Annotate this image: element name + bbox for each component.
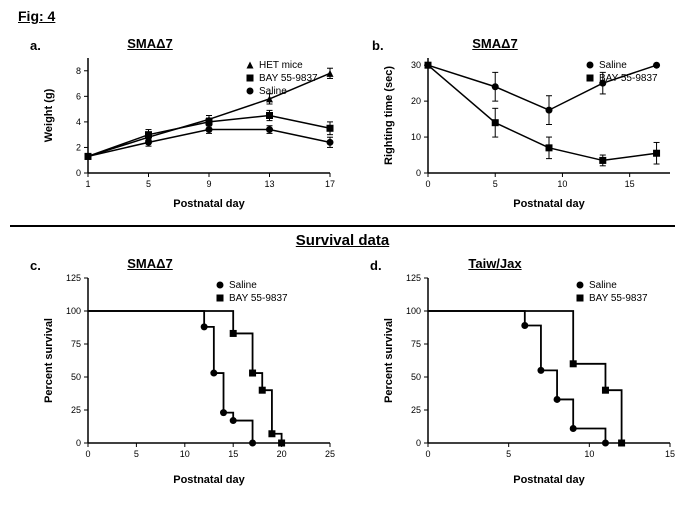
panel-d-title: Taiw/Jax [455, 256, 535, 271]
svg-text:30: 30 [411, 60, 421, 70]
svg-text:Weight (g): Weight (g) [43, 88, 55, 142]
svg-text:Percent survival: Percent survival [383, 318, 395, 403]
svg-text:0: 0 [76, 438, 81, 448]
svg-text:100: 100 [66, 306, 81, 316]
svg-text:75: 75 [411, 339, 421, 349]
svg-text:10: 10 [411, 132, 421, 142]
svg-text:8: 8 [76, 66, 81, 76]
svg-text:BAY 55-9837: BAY 55-9837 [599, 73, 658, 84]
svg-text:Postnatal day: Postnatal day [513, 474, 585, 486]
svg-text:0: 0 [416, 438, 421, 448]
svg-text:Righting time (sec): Righting time (sec) [383, 66, 395, 165]
svg-text:10: 10 [584, 449, 594, 459]
svg-text:75: 75 [71, 339, 81, 349]
divider [10, 225, 675, 227]
svg-text:25: 25 [325, 449, 335, 459]
chart-b: 0 5 10 15 0 10 20 30 Postnatal day Righting time … [380, 50, 680, 215]
svg-text:0: 0 [85, 449, 90, 459]
svg-text:0: 0 [416, 168, 421, 178]
panel-c-title: SMAΔ7 [110, 256, 190, 271]
svg-text:5: 5 [493, 179, 498, 189]
svg-text:0: 0 [425, 449, 430, 459]
svg-text:15: 15 [228, 449, 238, 459]
svg-text:1: 1 [85, 179, 90, 189]
chart-a: 1 5 9 13 17 0 2 4 6 8 Postnatal day Weight (g) HET m… [40, 50, 340, 215]
chart-d: 0 5 10 15 0 25 50 75 100 125 Postnatal day Percent … [380, 270, 680, 495]
svg-text:Postnatal day: Postnatal day [173, 474, 245, 486]
chart-c: 0 5 10 15 20 25 0 25 50 75 100 125 Postnatal day Perc… [40, 270, 340, 495]
svg-text:10: 10 [180, 449, 190, 459]
svg-text:20: 20 [277, 449, 287, 459]
svg-text:25: 25 [71, 405, 81, 415]
svg-text:5: 5 [506, 449, 511, 459]
svg-text:2: 2 [76, 142, 81, 152]
svg-text:Saline: Saline [229, 280, 257, 291]
panel-a-title: SMAΔ7 [110, 36, 190, 51]
svg-text:Saline: Saline [259, 86, 287, 97]
svg-text:0: 0 [76, 168, 81, 178]
svg-text:25: 25 [411, 405, 421, 415]
svg-text:15: 15 [625, 179, 635, 189]
figure-label: Fig: 4 [18, 8, 55, 24]
svg-text:0: 0 [425, 179, 430, 189]
svg-text:HET mice: HET mice [259, 60, 303, 71]
svg-text:100: 100 [406, 306, 421, 316]
svg-text:Percent survival: Percent survival [43, 318, 55, 403]
svg-text:4: 4 [76, 117, 81, 127]
svg-text:17: 17 [325, 179, 335, 189]
panel-b-title: SMAΔ7 [455, 36, 535, 51]
svg-text:15: 15 [665, 449, 675, 459]
svg-text:9: 9 [206, 179, 211, 189]
svg-text:Postnatal day: Postnatal day [513, 198, 585, 210]
svg-text:6: 6 [76, 91, 81, 101]
svg-text:125: 125 [66, 273, 81, 283]
svg-text:20: 20 [411, 96, 421, 106]
svg-text:BAY 55-9837: BAY 55-9837 [589, 293, 648, 304]
svg-text:5: 5 [146, 179, 151, 189]
svg-text:Postnatal day: Postnatal day [173, 198, 245, 210]
svg-text:10: 10 [557, 179, 567, 189]
svg-text:50: 50 [71, 372, 81, 382]
svg-text:BAY 55-9837: BAY 55-9837 [229, 293, 288, 304]
section-title: Survival data [0, 232, 685, 249]
svg-text:BAY 55-9837: BAY 55-9837 [259, 73, 318, 84]
svg-text:50: 50 [411, 372, 421, 382]
svg-text:125: 125 [406, 273, 421, 283]
svg-text:Saline: Saline [589, 280, 617, 291]
svg-text:Saline: Saline [599, 60, 627, 71]
svg-text:5: 5 [134, 449, 139, 459]
svg-text:13: 13 [264, 179, 274, 189]
